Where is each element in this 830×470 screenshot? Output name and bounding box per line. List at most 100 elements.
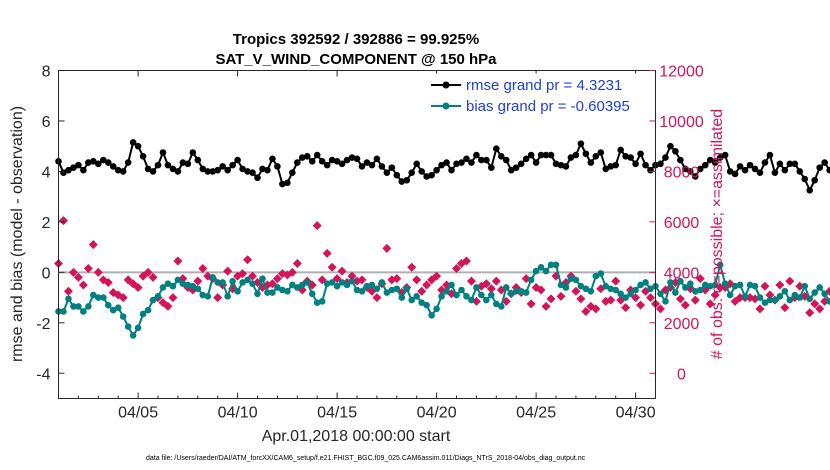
legend-rmse-label: rmse grand pr = 4.3231 — [466, 77, 622, 94]
y-right-tick-label: 0 — [677, 366, 686, 383]
rmse-marker — [488, 164, 495, 171]
rmse-marker — [801, 175, 809, 183]
rmse-marker — [806, 187, 814, 194]
bias-marker — [90, 291, 97, 299]
bias-marker — [522, 289, 530, 296]
obs-count-marker — [58, 216, 68, 226]
obs-count-marker — [646, 293, 656, 303]
bias-marker — [821, 290, 828, 298]
obs-count-marker — [73, 272, 83, 282]
rmse-marker — [413, 160, 421, 168]
obs-count-marker — [690, 295, 700, 305]
rmse-marker — [517, 160, 525, 168]
obs-count-marker — [432, 271, 442, 281]
rmse-marker — [458, 159, 465, 166]
obs-count-marker — [760, 281, 770, 291]
bias-marker — [706, 282, 714, 290]
rmse-series — [55, 139, 830, 194]
obs-count-marker — [810, 299, 820, 309]
obs-count-marker — [63, 286, 73, 296]
obs-count-marker — [820, 296, 830, 306]
rmse-marker — [184, 160, 192, 168]
rmse-marker — [811, 176, 818, 184]
bias-marker — [408, 296, 416, 304]
bias-marker — [761, 299, 769, 306]
chart-title-line-2: SAT_V_WIND_COMPONENT @ 150 hPa — [215, 51, 497, 68]
obs-count-marker — [88, 240, 98, 250]
rmse-marker — [279, 180, 286, 188]
rmse-marker — [443, 159, 450, 166]
bias-marker — [746, 281, 754, 289]
bias-marker — [224, 293, 231, 300]
x-axis: 04/05 04/10 04/15 04/20 04/25 04/30 — [77, 70, 656, 422]
bias-marker — [527, 276, 535, 284]
obs-count-marker — [556, 291, 566, 301]
obs-count-marker — [546, 294, 556, 304]
y-right-tick-label: 10000 — [659, 114, 704, 131]
rmse-marker — [124, 159, 132, 166]
y-axis-right: 0 2000 4000 6000 8000 10000 12000 — [649, 64, 704, 383]
obs-count-marker — [272, 274, 282, 284]
rmse-marker — [433, 166, 440, 174]
obs-count-marker — [491, 276, 501, 286]
bias-marker — [497, 303, 505, 310]
bias-marker — [343, 281, 351, 289]
bias-marker — [517, 287, 525, 295]
rmse-marker — [572, 151, 580, 159]
obs-count-marker — [238, 269, 248, 279]
bias-marker — [398, 294, 406, 301]
bias-marker — [512, 287, 520, 295]
rmse-marker — [174, 168, 182, 175]
y-left-tick-label: 6 — [42, 114, 51, 131]
x-tick-label: 04/20 — [417, 405, 457, 422]
rmse-marker — [313, 151, 321, 159]
bias-marker — [259, 275, 266, 282]
rmse-marker — [254, 174, 261, 182]
rmse-marker — [627, 154, 634, 161]
rmse-marker — [80, 166, 87, 174]
bias-marker — [318, 298, 326, 305]
bias-marker — [184, 281, 192, 289]
obs-count-marker — [422, 280, 432, 290]
obs-count-marker — [581, 306, 591, 316]
rmse-marker — [378, 163, 386, 170]
obs-count-marker — [536, 285, 546, 295]
obs-count-marker — [392, 274, 402, 284]
bias-marker — [333, 282, 341, 290]
obs-count-marker — [407, 262, 417, 272]
bias-marker — [169, 282, 177, 290]
bias-marker — [199, 291, 207, 299]
rmse-marker — [662, 154, 669, 161]
bias-marker — [662, 298, 669, 305]
bias-marker — [622, 294, 629, 301]
rmse-marker — [731, 170, 739, 178]
obs-count-marker — [118, 293, 128, 303]
obs-count-marker — [103, 277, 113, 287]
x-tick-label: 04/05 — [118, 405, 158, 422]
rmse-marker — [269, 155, 276, 163]
rmse-marker — [502, 156, 510, 164]
rmse-marker — [234, 156, 241, 164]
bias-marker — [363, 282, 371, 290]
rmse-marker — [239, 165, 246, 173]
bias-marker — [607, 285, 615, 293]
rmse-marker — [721, 151, 729, 159]
bias-marker — [80, 308, 87, 315]
rmse-marker — [622, 152, 629, 160]
obs-count-marker — [143, 267, 153, 277]
bias-marker — [298, 281, 306, 289]
obs-count-marker — [322, 248, 332, 258]
rmse-marker — [264, 166, 271, 174]
obs-count-marker — [382, 243, 392, 253]
bias-marker — [129, 332, 137, 339]
obs-count-marker — [93, 267, 103, 277]
rmse-marker — [692, 173, 699, 180]
rmse-marker — [746, 161, 754, 169]
legend-rmse-marker — [442, 81, 450, 89]
rmse-marker — [483, 156, 490, 164]
bias-marker — [776, 293, 784, 300]
obs-count-marker — [417, 286, 427, 296]
obs-count-marker — [213, 293, 223, 303]
rmse-marker — [507, 166, 515, 174]
bias-marker — [413, 293, 421, 300]
